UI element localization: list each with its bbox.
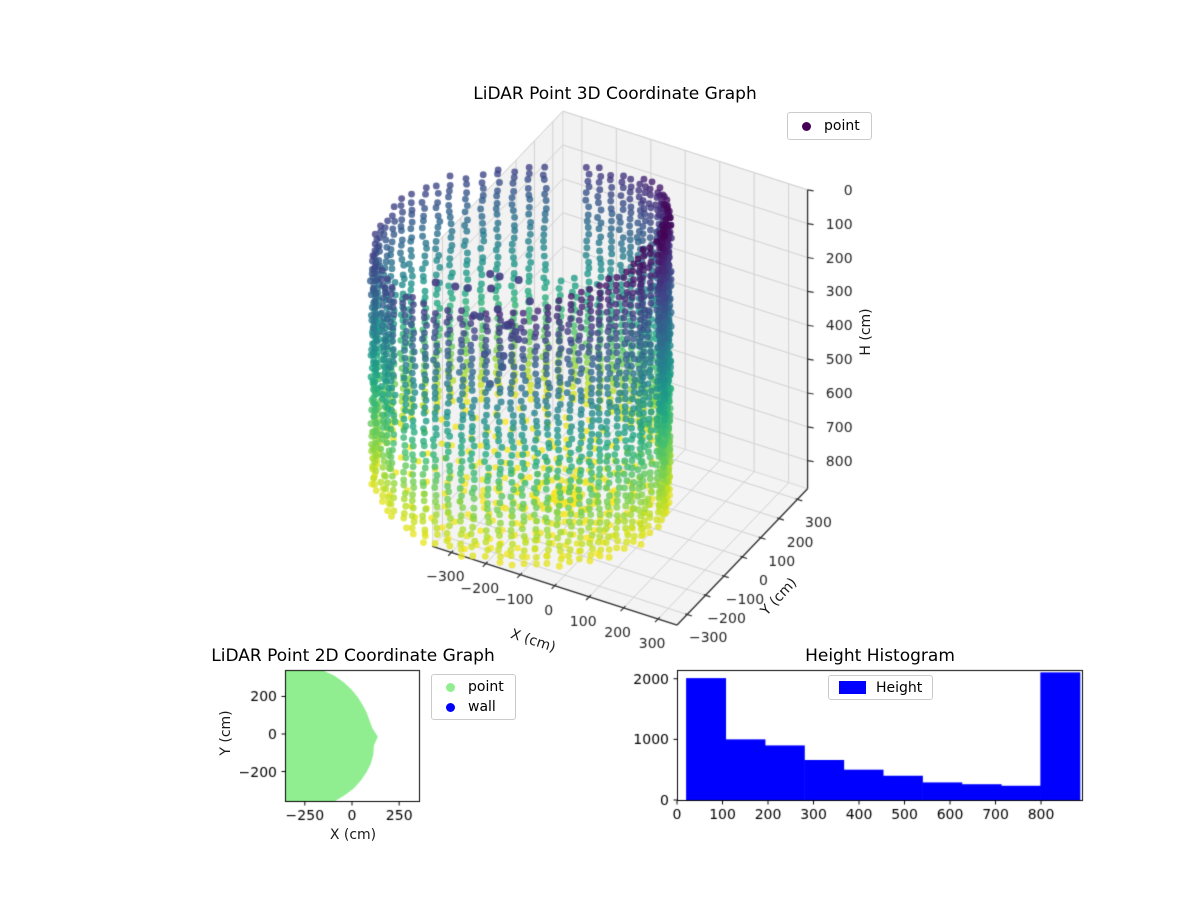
scatter2d-legend: point wall xyxy=(431,674,516,720)
wall-marker-icon xyxy=(446,702,455,712)
scatter3d-canvas xyxy=(300,104,900,664)
legend-item-point: point xyxy=(432,677,515,697)
scatter3d-legend: point xyxy=(787,112,872,140)
legend-item-wall: wall xyxy=(432,697,515,717)
legend-item-height: Height xyxy=(829,678,932,698)
point-marker-icon xyxy=(802,121,811,131)
legend-item-label: point xyxy=(468,679,504,695)
scatter2d-ylabel: Y (cm) xyxy=(218,710,234,756)
legend-item-point: point xyxy=(788,116,871,136)
scatter2d-title: LiDAR Point 2D Coordinate Graph xyxy=(211,646,495,666)
histogram-legend: Height xyxy=(828,675,934,700)
histogram-title: Height Histogram xyxy=(805,646,955,666)
height-marker-icon xyxy=(839,681,866,694)
scatter2d-xlabel: X (cm) xyxy=(329,827,377,843)
legend-item-label: point xyxy=(824,118,860,134)
point-marker-icon xyxy=(446,682,455,692)
legend-item-label: Height xyxy=(876,679,923,696)
legend-item-label: wall xyxy=(468,699,496,715)
scatter3d-title: LiDAR Point 3D Coordinate Graph xyxy=(473,84,757,104)
scatter3d-zlabel: H (cm) xyxy=(858,308,874,356)
